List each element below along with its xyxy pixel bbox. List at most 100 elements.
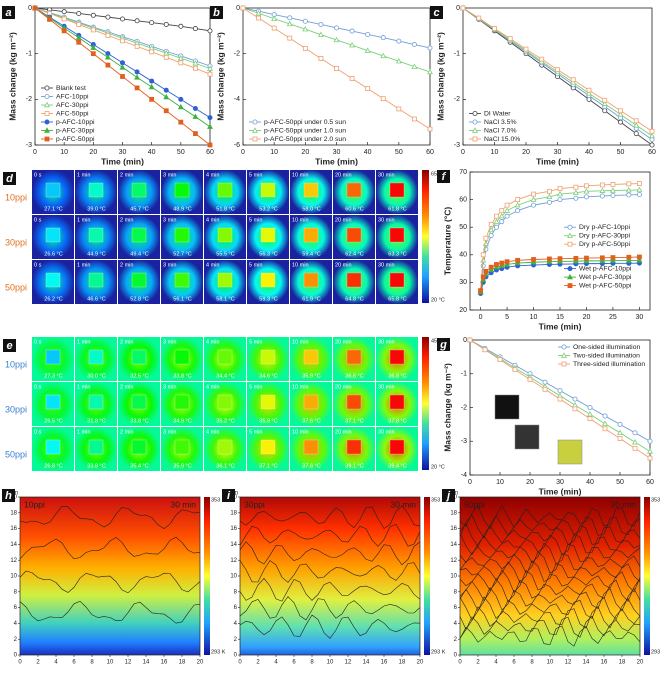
marker (573, 184, 579, 190)
sample-spot (174, 349, 190, 365)
marker (599, 193, 605, 199)
legend-label: AFC-10ppi (56, 93, 89, 100)
marker (192, 113, 199, 119)
legend-label: p-AFC-50ppi (56, 136, 95, 143)
marker (636, 186, 643, 193)
legend-label: p-AFC-30ppi (56, 127, 95, 134)
sample-spot (88, 182, 104, 198)
x-tick-label: 2 (256, 660, 260, 666)
legend-label: Two-sided illumination (573, 352, 640, 359)
temperature-label: 26.2 °C (44, 296, 62, 302)
marker (460, 5, 466, 11)
y-tick-label: -3 (454, 142, 460, 149)
marker (542, 386, 548, 392)
marker (467, 337, 473, 343)
marker (587, 411, 593, 417)
sample-spot (346, 227, 362, 243)
legend-label: DI Water (484, 110, 511, 117)
row-label: 10ppi (5, 192, 27, 202)
y-tick-label: 6 (234, 605, 238, 611)
y-tick-label: 8 (14, 589, 18, 595)
marker (47, 17, 52, 22)
marker (76, 10, 82, 16)
sample-spot (303, 182, 319, 198)
panel-label: h (5, 490, 12, 502)
marker (271, 25, 277, 31)
row-label: 50ppi (5, 282, 27, 292)
x-tick-label: 40 (585, 149, 593, 156)
marker (483, 235, 489, 241)
temperature-label: 27.3 °C (44, 373, 62, 379)
sample-spot (346, 439, 362, 455)
marker (44, 94, 50, 100)
marker (599, 182, 605, 188)
time-label: 20 min (335, 217, 352, 223)
marker (163, 93, 170, 100)
marker (572, 257, 579, 264)
marker (120, 16, 126, 22)
row-label: 10ppi (5, 359, 27, 369)
sample-label: 10ppi (24, 499, 45, 509)
marker (547, 256, 552, 262)
y-tick-label: 0 (463, 337, 467, 344)
marker (134, 85, 140, 91)
marker (178, 23, 184, 29)
row-label: 30ppi (5, 404, 27, 414)
temperature-label: 35.2 °C (216, 418, 234, 424)
time-label: 10 min (292, 217, 309, 223)
y-tick-label: 8 (454, 589, 458, 595)
time-label: 2 min (120, 217, 133, 223)
marker (632, 439, 638, 445)
y-tick-label: 4 (234, 621, 238, 627)
marker (44, 101, 50, 108)
marker (75, 34, 82, 40)
time-label: 4 min (206, 339, 219, 345)
marker (561, 344, 567, 350)
y-tick-label: -2 (454, 96, 460, 103)
legend-label: Wet p-AFC-50ppi (579, 282, 632, 289)
marker (365, 31, 371, 37)
marker (523, 46, 529, 52)
y-tick-label: -1 (461, 371, 467, 378)
y-tick-label: 20 (459, 307, 467, 314)
panel-label-box (430, 6, 443, 19)
marker (134, 43, 140, 49)
y-tick-label: 18 (230, 510, 237, 516)
x-tick-label: 6 (292, 660, 296, 666)
sample-spot (389, 439, 405, 455)
sample-spot (389, 272, 405, 288)
y-tick-label: 30 (459, 279, 467, 286)
marker (572, 401, 578, 408)
temperature-label: 26.6 °C (44, 251, 62, 257)
sample-spot (174, 227, 190, 243)
marker (493, 218, 500, 224)
marker (61, 16, 67, 22)
temperature-label: 35.9 °C (173, 463, 191, 469)
marker (572, 396, 578, 402)
marker (547, 188, 552, 194)
x-tick-label: 0 (458, 660, 462, 666)
marker (480, 252, 486, 258)
marker (286, 20, 293, 27)
temperature-label: 39.1 °C (345, 463, 363, 469)
x-tick-label: 20 (583, 314, 591, 321)
contour-line (459, 587, 641, 612)
temperature-label: 52.7 °C (173, 251, 191, 257)
temperature-label: 37.8 °C (388, 418, 406, 424)
time-label: 30 min (378, 217, 395, 223)
sample-spot (260, 272, 276, 288)
x-tick-label: 50 (395, 149, 403, 156)
x-tick-label: 16 (161, 660, 168, 666)
marker (647, 438, 653, 444)
marker (625, 257, 632, 263)
time-label: 4 min (206, 429, 219, 435)
marker (349, 28, 355, 34)
x-tick-label: 10 (530, 314, 538, 321)
marker (599, 187, 606, 193)
y-tick-label: 14 (450, 542, 457, 548)
sample-spot (88, 227, 104, 243)
time-label: 3 min (163, 339, 176, 345)
temperature-label: 30.0 °C (87, 373, 105, 379)
y-tick-label: -4 (461, 472, 467, 479)
